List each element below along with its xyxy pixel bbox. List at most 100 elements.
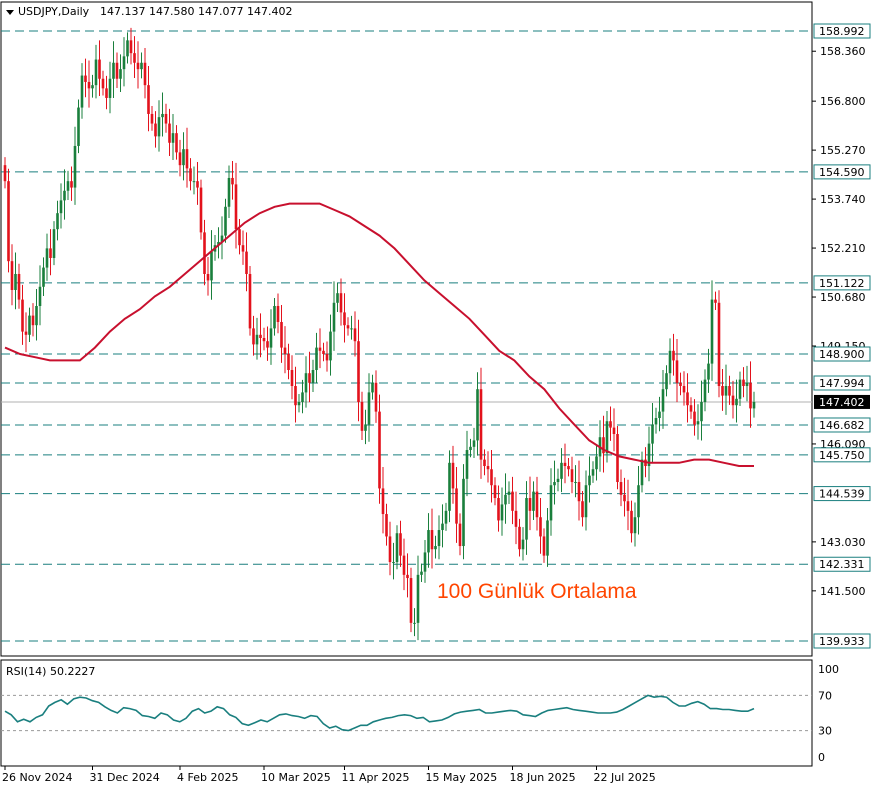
- candle-body: [318, 347, 322, 351]
- candle-body: [262, 338, 266, 342]
- candle-body: [45, 248, 49, 268]
- candle-body: [448, 462, 451, 511]
- candle-body: [80, 75, 84, 108]
- price-axis: 158.360 156.800 155.270 153.740 152.210 150.6…: [812, 23, 871, 649]
- candle-body: [7, 181, 10, 262]
- level-label-box: [813, 633, 871, 649]
- candle-body: [553, 482, 556, 486]
- candle-body: [479, 389, 483, 460]
- candle-body: [472, 440, 476, 447]
- candle-body: [374, 382, 378, 412]
- candle-body: [588, 475, 591, 486]
- candle-body: [724, 386, 728, 396]
- candle-body: [196, 181, 199, 188]
- candle-body: [63, 190, 66, 201]
- current-price-label: 147.402: [819, 396, 865, 409]
- candle-body: [455, 488, 458, 524]
- candle-body: [465, 450, 469, 479]
- moving-average-annotation: 100 Günlük Ortalama: [437, 580, 637, 603]
- time-axis: 26 Nov 2024 31 Dec 2024 4 Feb 2025 10 Mar 2…: [2, 766, 656, 784]
- candle-body: [721, 386, 724, 396]
- candle-body: [469, 446, 472, 451]
- candle-body: [703, 379, 707, 403]
- candle-body: [14, 273, 17, 290]
- candle-body: [129, 40, 133, 54]
- candle-body: [570, 469, 574, 483]
- candle-body: [238, 229, 241, 246]
- candle-body: [332, 302, 336, 332]
- candle-body: [360, 402, 364, 431]
- candle-body: [486, 466, 490, 470]
- candle-body: [147, 85, 150, 114]
- candle-body: [77, 107, 80, 146]
- candle-body: [192, 181, 196, 183]
- candle-body: [157, 117, 161, 137]
- candle-body: [350, 328, 353, 330]
- price-tick-label: 153.740: [820, 193, 866, 206]
- candle-body: [542, 536, 546, 556]
- symbol-label: USDJPY,Daily: [18, 5, 90, 18]
- dropdown-triangle-icon[interactable]: [6, 10, 14, 15]
- candle-body: [84, 75, 87, 82]
- candle-body: [353, 328, 357, 342]
- candle-body: [339, 293, 343, 313]
- candle-body: [217, 241, 220, 246]
- candle-body: [210, 251, 213, 281]
- candle-body: [206, 273, 210, 281]
- level-label: 146.682: [819, 419, 865, 432]
- level-label-box: [813, 417, 871, 433]
- candle-body: [56, 213, 59, 230]
- candle-body: [609, 421, 612, 428]
- candle-body: [227, 177, 231, 207]
- price-tick-label: 150.680: [820, 291, 866, 304]
- candle-body: [301, 392, 304, 403]
- candle-body: [329, 331, 332, 361]
- candle-body: [143, 62, 147, 86]
- candle-body: [682, 386, 686, 393]
- candle-body: [21, 299, 24, 332]
- candle-body: [35, 305, 38, 326]
- candle-body: [52, 229, 56, 258]
- candle-body: [640, 459, 644, 486]
- candle-body: [420, 571, 423, 575]
- candle-body: [73, 145, 77, 188]
- candle-body: [532, 491, 535, 511]
- candle-body: [231, 177, 234, 185]
- candle-body: [171, 133, 175, 143]
- level-label: 144.539: [819, 488, 865, 501]
- candle-body: [623, 494, 626, 502]
- candle-body: [476, 389, 479, 441]
- candle-body: [395, 533, 399, 563]
- moving-average-100-line: [4, 202, 754, 467]
- candle-body: [707, 363, 710, 380]
- candle-body: [308, 373, 311, 383]
- candle-body: [371, 382, 374, 393]
- candle-body: [203, 232, 206, 274]
- price-tick-label: 143.030: [820, 536, 866, 549]
- candle-body: [560, 462, 563, 479]
- candle-body: [497, 498, 500, 521]
- candle-body: [689, 405, 693, 412]
- candle-body: [577, 482, 581, 502]
- candle-body: [101, 78, 105, 89]
- time-tick-label: 15 May 2025: [426, 771, 498, 784]
- candle-body: [49, 248, 52, 258]
- candle-body: [91, 85, 94, 89]
- level-label-box: [813, 556, 871, 572]
- level-label: 145.750: [819, 449, 865, 462]
- time-tick-label: 10 Mar 2025: [261, 771, 331, 784]
- candle-body: [714, 299, 717, 303]
- candle-body: [584, 485, 588, 518]
- candle-body: [28, 315, 31, 335]
- candle-body: [245, 251, 248, 274]
- candlestick-series: [3, 27, 756, 641]
- candle-body: [112, 62, 115, 79]
- candle-body: [378, 411, 381, 489]
- price-tick-label: 141.500: [820, 585, 866, 598]
- candle-body: [651, 424, 654, 444]
- candle-body: [105, 88, 108, 98]
- candle-body: [563, 462, 567, 467]
- candle-body: [287, 354, 290, 371]
- level-label-box: [813, 275, 871, 291]
